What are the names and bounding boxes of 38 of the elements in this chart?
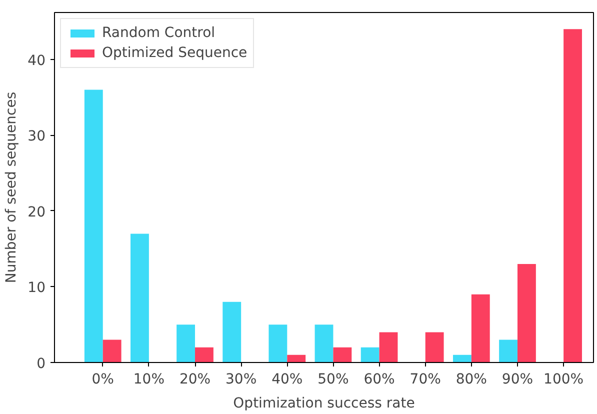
bar xyxy=(379,332,398,362)
x-tick-label: 70% xyxy=(410,372,441,388)
y-tick-label: 0 xyxy=(36,356,46,372)
x-tick-label: 30% xyxy=(226,372,257,388)
y-tick-label: 30 xyxy=(28,128,46,145)
x-tick-label: 40% xyxy=(272,372,303,388)
x-tick-label: 60% xyxy=(364,372,395,388)
bar xyxy=(268,324,288,362)
x-tick-label: 50% xyxy=(318,372,349,388)
bar xyxy=(84,90,103,362)
bar xyxy=(314,324,334,362)
x-axis-title: Optimization success rate xyxy=(233,396,415,412)
bar xyxy=(222,302,242,362)
x-tick-label: 90% xyxy=(502,372,534,388)
bar xyxy=(471,294,490,362)
bar xyxy=(360,347,380,362)
bar xyxy=(425,332,444,362)
y-tick-label: 20 xyxy=(28,204,46,220)
x-tick-label: 100% xyxy=(544,372,584,388)
x-tick-label: 10% xyxy=(133,372,165,388)
y-axis-title: Number of seed sequences xyxy=(4,92,20,284)
bar xyxy=(176,324,196,362)
bar xyxy=(452,354,472,362)
y-tick-label: 10 xyxy=(28,280,46,296)
bar xyxy=(102,340,122,362)
bar xyxy=(287,354,306,362)
legend-label: Random Control xyxy=(102,25,216,41)
bar xyxy=(517,264,536,362)
x-tick-label: 80% xyxy=(456,372,487,388)
x-tick-label: 20% xyxy=(179,372,211,388)
bar xyxy=(130,234,149,362)
x-tick-label: 0% xyxy=(92,372,114,388)
bar xyxy=(499,340,518,362)
bar xyxy=(195,347,214,362)
legend-label: Optimized Sequence xyxy=(102,45,248,61)
bar xyxy=(333,347,352,362)
y-tick-label: 40 xyxy=(28,52,46,69)
bar xyxy=(564,29,582,362)
